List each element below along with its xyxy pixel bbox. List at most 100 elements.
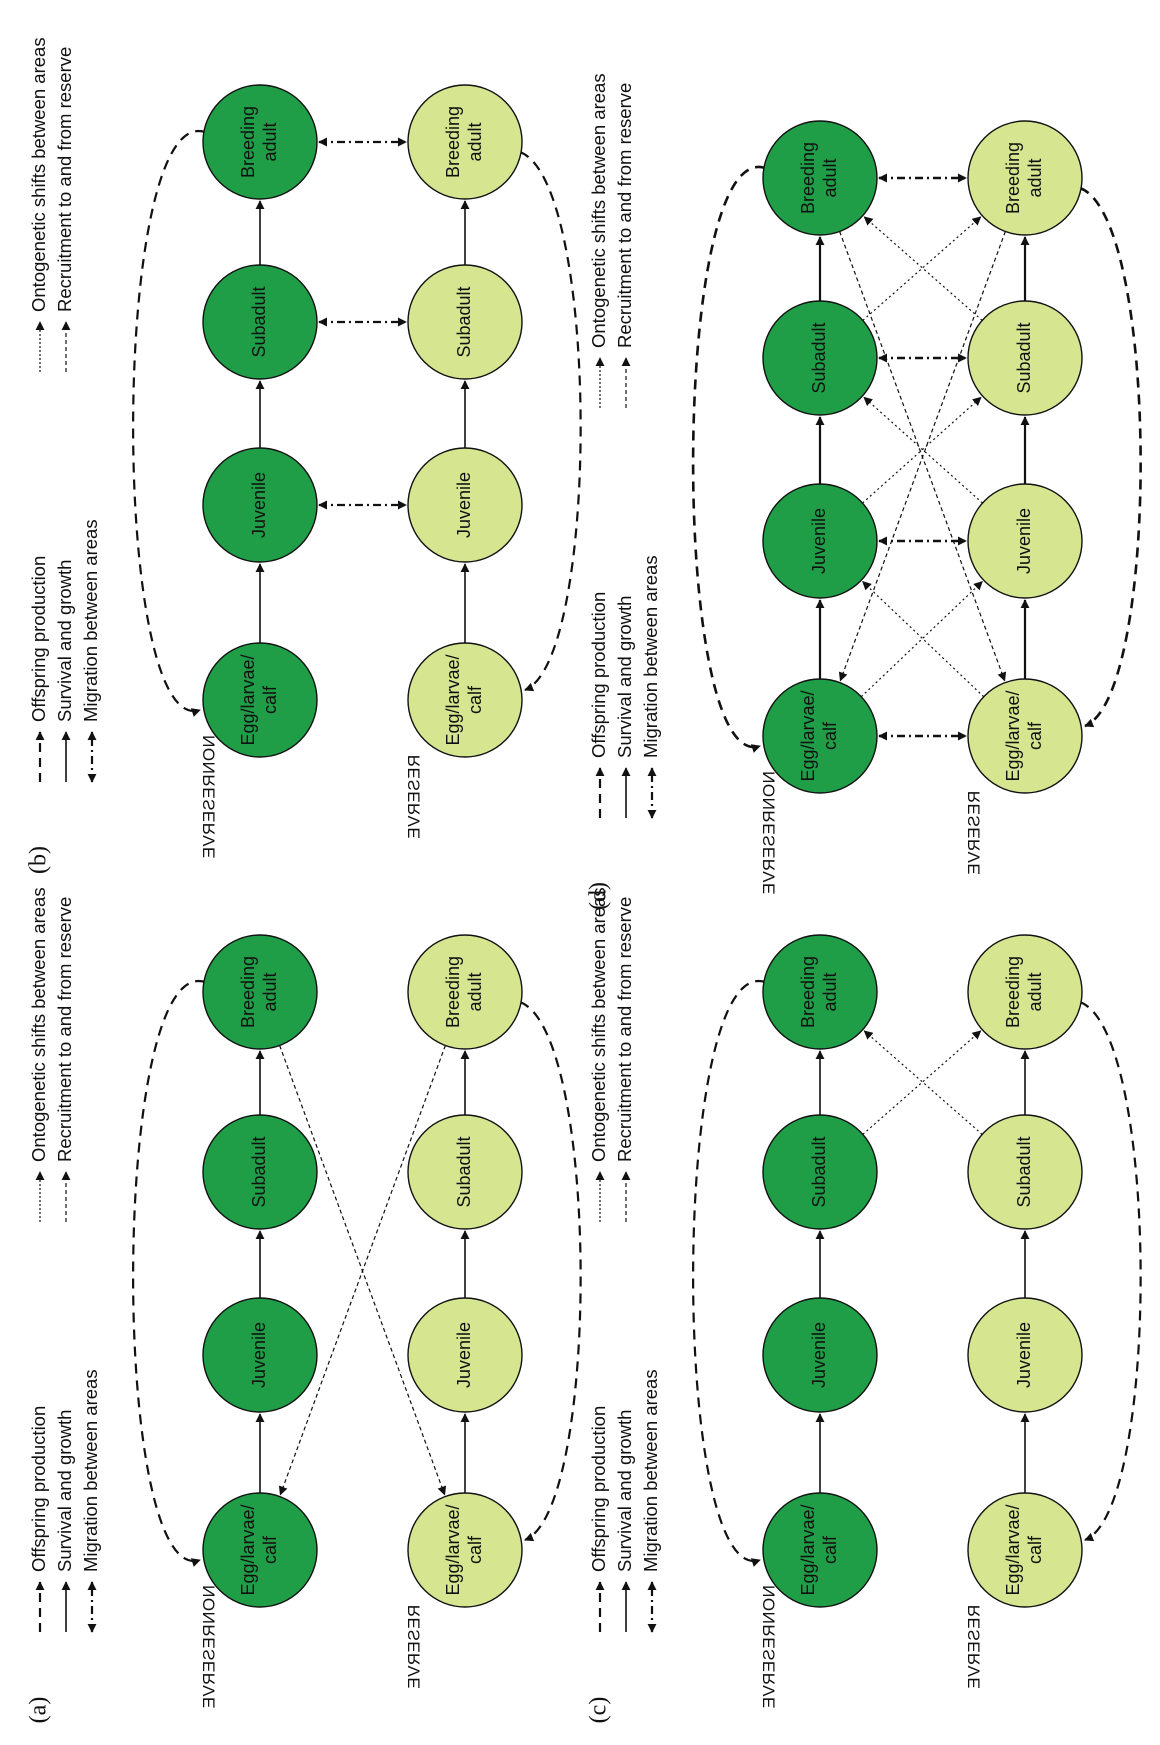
- panel-d: (d) Offspring production Survival and grow…: [586, 73, 1142, 910]
- stage-label: Juvenile: [809, 508, 829, 574]
- offspring-production-arrow: [1079, 1000, 1142, 1542]
- nonreserve-juvenile-node: Juvenile: [762, 483, 878, 599]
- stage-circle: [407, 934, 523, 1050]
- nonreserve-row-label: NONRESERVE: [759, 1585, 778, 1709]
- stage-label: Breeding: [798, 142, 818, 214]
- recruitment-legend-label: Recruitment to and from reserve: [614, 83, 635, 348]
- survival-legend-label: Survival and growth: [54, 1410, 75, 1572]
- panel-label: (d): [586, 882, 612, 910]
- survival-legend-label: Survival and growth: [614, 1410, 635, 1572]
- stage-label: Subadult: [1014, 1136, 1034, 1207]
- stage-label: adult: [260, 122, 280, 161]
- panel-b: (b) Offspring production Survival and grow…: [26, 37, 582, 874]
- ontogenetic-shift-arrow: [863, 1030, 983, 1135]
- reserve-egg-larvae-calf-node: Egg/larvae/calf: [967, 1492, 1083, 1608]
- survival-legend-label: Survival and growth: [54, 560, 75, 722]
- nonreserve-breeding-adult-node: Breeding adult: [202, 934, 318, 1050]
- stage-circle: [967, 1492, 1083, 1608]
- nonreserve-egg-larvae-calf-node: Egg/larvae/calf: [202, 1492, 318, 1608]
- reserve-breeding-adult-node: Breeding adult: [967, 120, 1083, 236]
- panel-label: (b): [26, 846, 52, 874]
- reserve-row-label: RESERVE: [964, 791, 983, 875]
- stage-label: Subadult: [454, 1136, 474, 1207]
- stage-label: calf: [465, 1535, 485, 1564]
- stage-circle: [407, 1114, 523, 1230]
- nonreserve-subadult-node: Subadult: [202, 264, 318, 380]
- stage-circle: [407, 264, 523, 380]
- offspring-production-arrow: [692, 980, 766, 1567]
- stage-circle: [967, 120, 1083, 236]
- survival-legend-label: Survival and growth: [614, 596, 635, 758]
- stage-circle: [967, 678, 1083, 794]
- stage-circle: [762, 1114, 878, 1230]
- stage-circle: [762, 1492, 878, 1608]
- stage-circle: [202, 1114, 318, 1230]
- nonreserve-subadult-node: Subadult: [202, 1114, 318, 1230]
- stage-label: adult: [820, 158, 840, 197]
- nonreserve-breeding-adult-node: Breeding adult: [762, 120, 878, 236]
- reserve-subadult-node: Subadult: [967, 300, 1083, 416]
- stage-circle: [202, 1492, 318, 1608]
- offspring-legend-label: Offspring production: [588, 592, 609, 758]
- stage-label: calf: [820, 721, 840, 750]
- offspring-production-arrow: [519, 1000, 582, 1542]
- stage-label: calf: [1025, 1535, 1045, 1564]
- stage-label: Egg/larvae/: [238, 1504, 258, 1595]
- ontogenetic-shift-arrow: [862, 396, 982, 504]
- stage-label: Egg/larvae/: [443, 1504, 463, 1595]
- offspring-production-arrow: [132, 130, 206, 717]
- stage-label: Egg/larvae/: [238, 654, 258, 745]
- stage-label: Egg/larvae/: [1003, 1504, 1023, 1595]
- stage-label: Breeding: [238, 106, 258, 178]
- stage-circle: [762, 934, 878, 1050]
- stage-label: calf: [465, 685, 485, 714]
- stage-label: Juvenile: [454, 472, 474, 538]
- stage-label: Subadult: [1014, 322, 1034, 393]
- panel-label: (a): [26, 1697, 52, 1724]
- stage-label: adult: [1025, 158, 1045, 197]
- ontogenetic-shift-arrow: [862, 1030, 982, 1135]
- stage-label: Subadult: [809, 1136, 829, 1207]
- stage-label: Juvenile: [1014, 508, 1034, 574]
- ontogenetic-shift-arrow: [862, 581, 985, 698]
- reserve-breeding-adult-node: Breeding adult: [407, 84, 523, 200]
- reserve-juvenile-node: Juvenile: [967, 1297, 1083, 1413]
- nonreserve-egg-larvae-calf-node: Egg/larvae/calf: [762, 678, 878, 794]
- stage-circle: [967, 1297, 1083, 1413]
- stage-label: Subadult: [809, 322, 829, 393]
- stage-circle: [202, 642, 318, 758]
- panel-a: (a) Offspring production Survival and grow…: [26, 887, 582, 1724]
- reserve-subadult-node: Subadult: [407, 1114, 523, 1230]
- reserve-row-label: RESERVE: [404, 1605, 423, 1689]
- stage-circle: [967, 1114, 1083, 1230]
- stage-label: adult: [1025, 972, 1045, 1011]
- ontogenetic-legend-label: Ontogenetic shifts between areas: [588, 887, 609, 1162]
- offspring-legend-label: Offspring production: [28, 1406, 49, 1572]
- stage-label: calf: [820, 1535, 840, 1564]
- reserve-row-label: RESERVE: [404, 755, 423, 839]
- stage-label: Breeding: [1003, 142, 1023, 214]
- nonreserve-egg-larvae-calf-node: Egg/larvae/calf: [202, 642, 318, 758]
- recruitment-arrow: [278, 1045, 446, 1496]
- stage-circle: [407, 642, 523, 758]
- stage-circle: [202, 84, 318, 200]
- stage-circle: [407, 1297, 523, 1413]
- reserve-juvenile-node: Juvenile: [407, 1297, 523, 1413]
- reserve-juvenile-node: Juvenile: [967, 483, 1083, 599]
- reserve-breeding-adult-node: Breeding adult: [407, 934, 523, 1050]
- offspring-production-arrow: [132, 980, 206, 1567]
- stage-circle: [762, 300, 878, 416]
- stage-circle: [967, 300, 1083, 416]
- offspring-production-arrow: [691, 165, 766, 753]
- nonreserve-juvenile-node: Juvenile: [762, 1297, 878, 1413]
- stage-circle: [202, 264, 318, 380]
- recruitment-arrow: [838, 231, 1006, 682]
- reserve-row-label: RESERVE: [964, 1605, 983, 1689]
- ontogenetic-legend-label: Ontogenetic shifts between areas: [588, 73, 609, 348]
- recruitment-arrow: [839, 231, 1007, 682]
- nonreserve-subadult-node: Subadult: [762, 300, 878, 416]
- nonreserve-juvenile-node: Juvenile: [202, 1297, 318, 1413]
- nonreserve-egg-larvae-calf-node: Egg/larvae/calf: [762, 1492, 878, 1608]
